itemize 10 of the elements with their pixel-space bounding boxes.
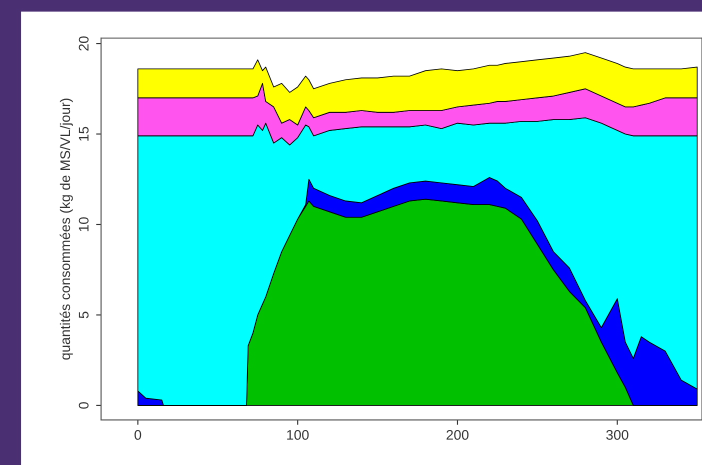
x-tick-label: 0 bbox=[134, 430, 142, 440]
x-tick-label: 300 bbox=[606, 430, 628, 440]
y-tick-label: 20 bbox=[78, 36, 89, 51]
y-tick-label: 5 bbox=[78, 312, 89, 318]
y-axis-title: quantités consommées (kg de MS/VL/jour) bbox=[60, 98, 73, 360]
x-tick-label: 100 bbox=[287, 430, 309, 440]
y-tick-label: 10 bbox=[78, 217, 89, 232]
y-tick-label: 15 bbox=[78, 126, 89, 141]
x-tick-label: 200 bbox=[446, 430, 469, 440]
y-tick-label: 0 bbox=[78, 402, 89, 409]
